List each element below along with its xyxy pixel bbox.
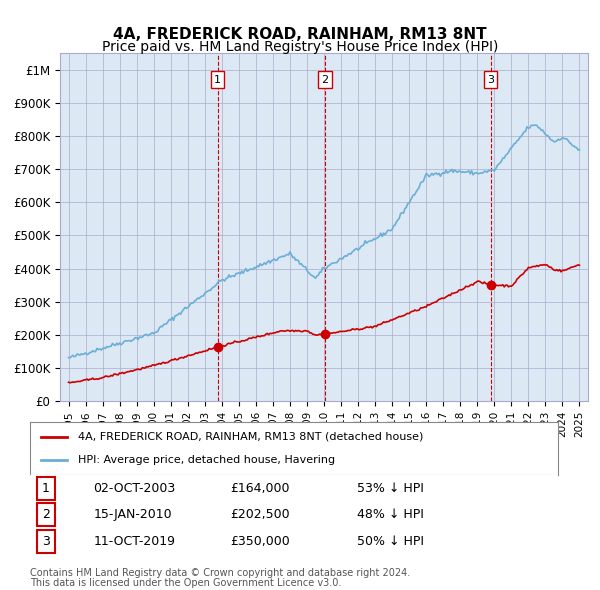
Text: 2: 2: [321, 74, 328, 84]
Text: 4A, FREDERICK ROAD, RAINHAM, RM13 8NT (detached house): 4A, FREDERICK ROAD, RAINHAM, RM13 8NT (d…: [77, 432, 423, 442]
Text: £164,000: £164,000: [230, 481, 290, 495]
Text: 3: 3: [42, 535, 50, 548]
Text: £350,000: £350,000: [230, 535, 290, 548]
Text: 50% ↓ HPI: 50% ↓ HPI: [358, 535, 424, 548]
Text: 3: 3: [487, 74, 494, 84]
Text: HPI: Average price, detached house, Havering: HPI: Average price, detached house, Have…: [77, 455, 335, 465]
Text: 48% ↓ HPI: 48% ↓ HPI: [358, 508, 424, 522]
Text: 11-OCT-2019: 11-OCT-2019: [94, 535, 175, 548]
Text: 53% ↓ HPI: 53% ↓ HPI: [358, 481, 424, 495]
Text: 1: 1: [214, 74, 221, 84]
Text: 2: 2: [42, 508, 50, 522]
Text: This data is licensed under the Open Government Licence v3.0.: This data is licensed under the Open Gov…: [30, 578, 341, 588]
Text: 15-JAN-2010: 15-JAN-2010: [94, 508, 172, 522]
Text: 4A, FREDERICK ROAD, RAINHAM, RM13 8NT: 4A, FREDERICK ROAD, RAINHAM, RM13 8NT: [113, 27, 487, 41]
Text: Contains HM Land Registry data © Crown copyright and database right 2024.: Contains HM Land Registry data © Crown c…: [30, 568, 410, 578]
Text: £202,500: £202,500: [230, 508, 290, 522]
Text: Price paid vs. HM Land Registry's House Price Index (HPI): Price paid vs. HM Land Registry's House …: [102, 40, 498, 54]
Text: 02-OCT-2003: 02-OCT-2003: [94, 481, 176, 495]
Text: 1: 1: [42, 481, 50, 495]
